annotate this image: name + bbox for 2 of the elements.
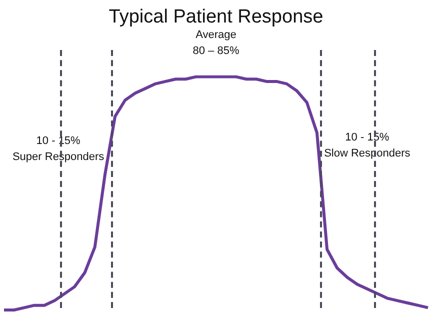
chart-title: Typical Patient Response <box>108 6 324 28</box>
text: Average 80 – 85% <box>192 29 240 58</box>
